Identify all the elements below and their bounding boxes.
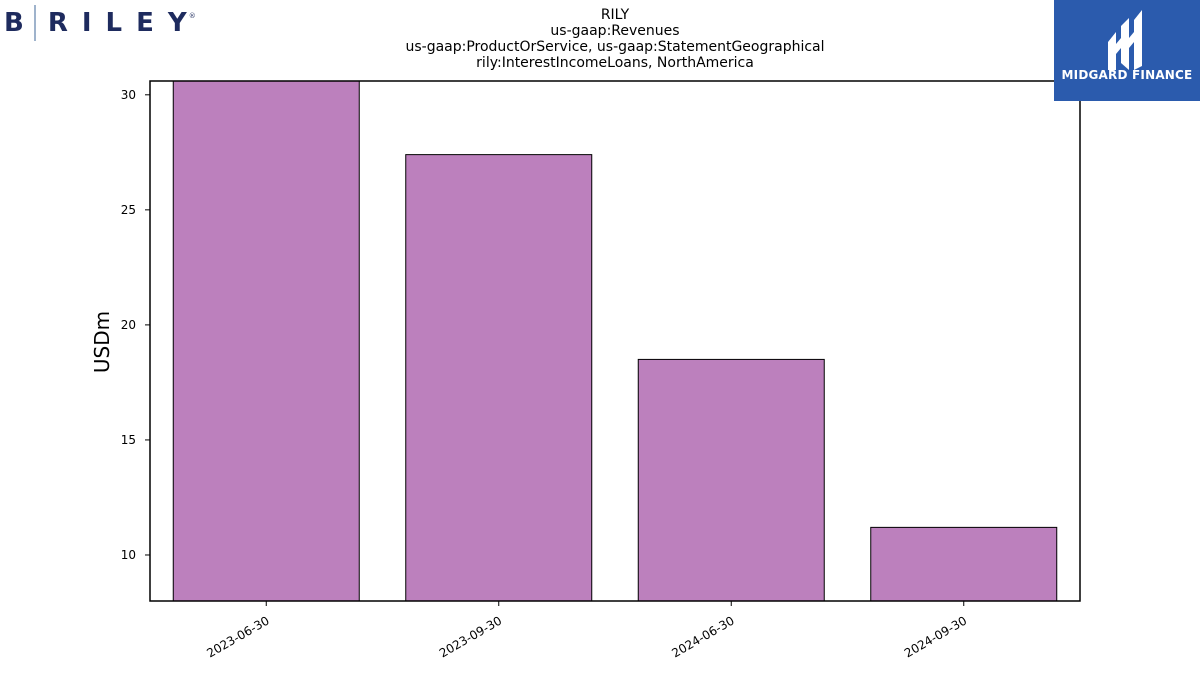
midgard-logo-icon: [1108, 10, 1142, 70]
x-tick-label: 2023-06-30: [204, 613, 271, 660]
title-line: RILY: [600, 7, 630, 23]
brand-name: RILEY: [47, 8, 201, 38]
y-tick-label: 25: [121, 203, 136, 217]
plot-frame: [149, 80, 1081, 602]
bar: [637, 358, 825, 602]
bar: [870, 526, 1058, 602]
title-line: us-gaap:Revenues: [550, 23, 680, 39]
x-tick-label: 2024-09-30: [902, 613, 969, 660]
title-line: us-gaap:ProductOrService, us-gaap:Statem…: [405, 39, 825, 55]
brand-divider: [33, 5, 36, 41]
y-tick-label: 10: [121, 548, 136, 562]
chart-title: RILY us-gaap:Revenues us-gaap:ProductOrS…: [300, 7, 930, 71]
bar: [172, 80, 360, 602]
x-tick-label: 2023-09-30: [437, 613, 504, 660]
y-tick-label: 20: [121, 318, 136, 332]
b-riley-logo: B RILEY ®: [4, 4, 196, 42]
brand-letter: B: [4, 8, 24, 38]
midgard-finance-badge: MIDGARD FINANCE: [1054, 0, 1200, 101]
y-tick-label: 15: [121, 433, 136, 447]
title-line: rily:InterestIncomeLoans, NorthAmerica: [476, 55, 754, 71]
badge-name: MIDGARD FINANCE: [1061, 68, 1193, 82]
y-tick-label: 30: [121, 88, 136, 102]
bar: [405, 154, 593, 602]
x-tick-label: 2024-06-30: [669, 613, 736, 660]
registered-mark: ®: [188, 12, 196, 20]
